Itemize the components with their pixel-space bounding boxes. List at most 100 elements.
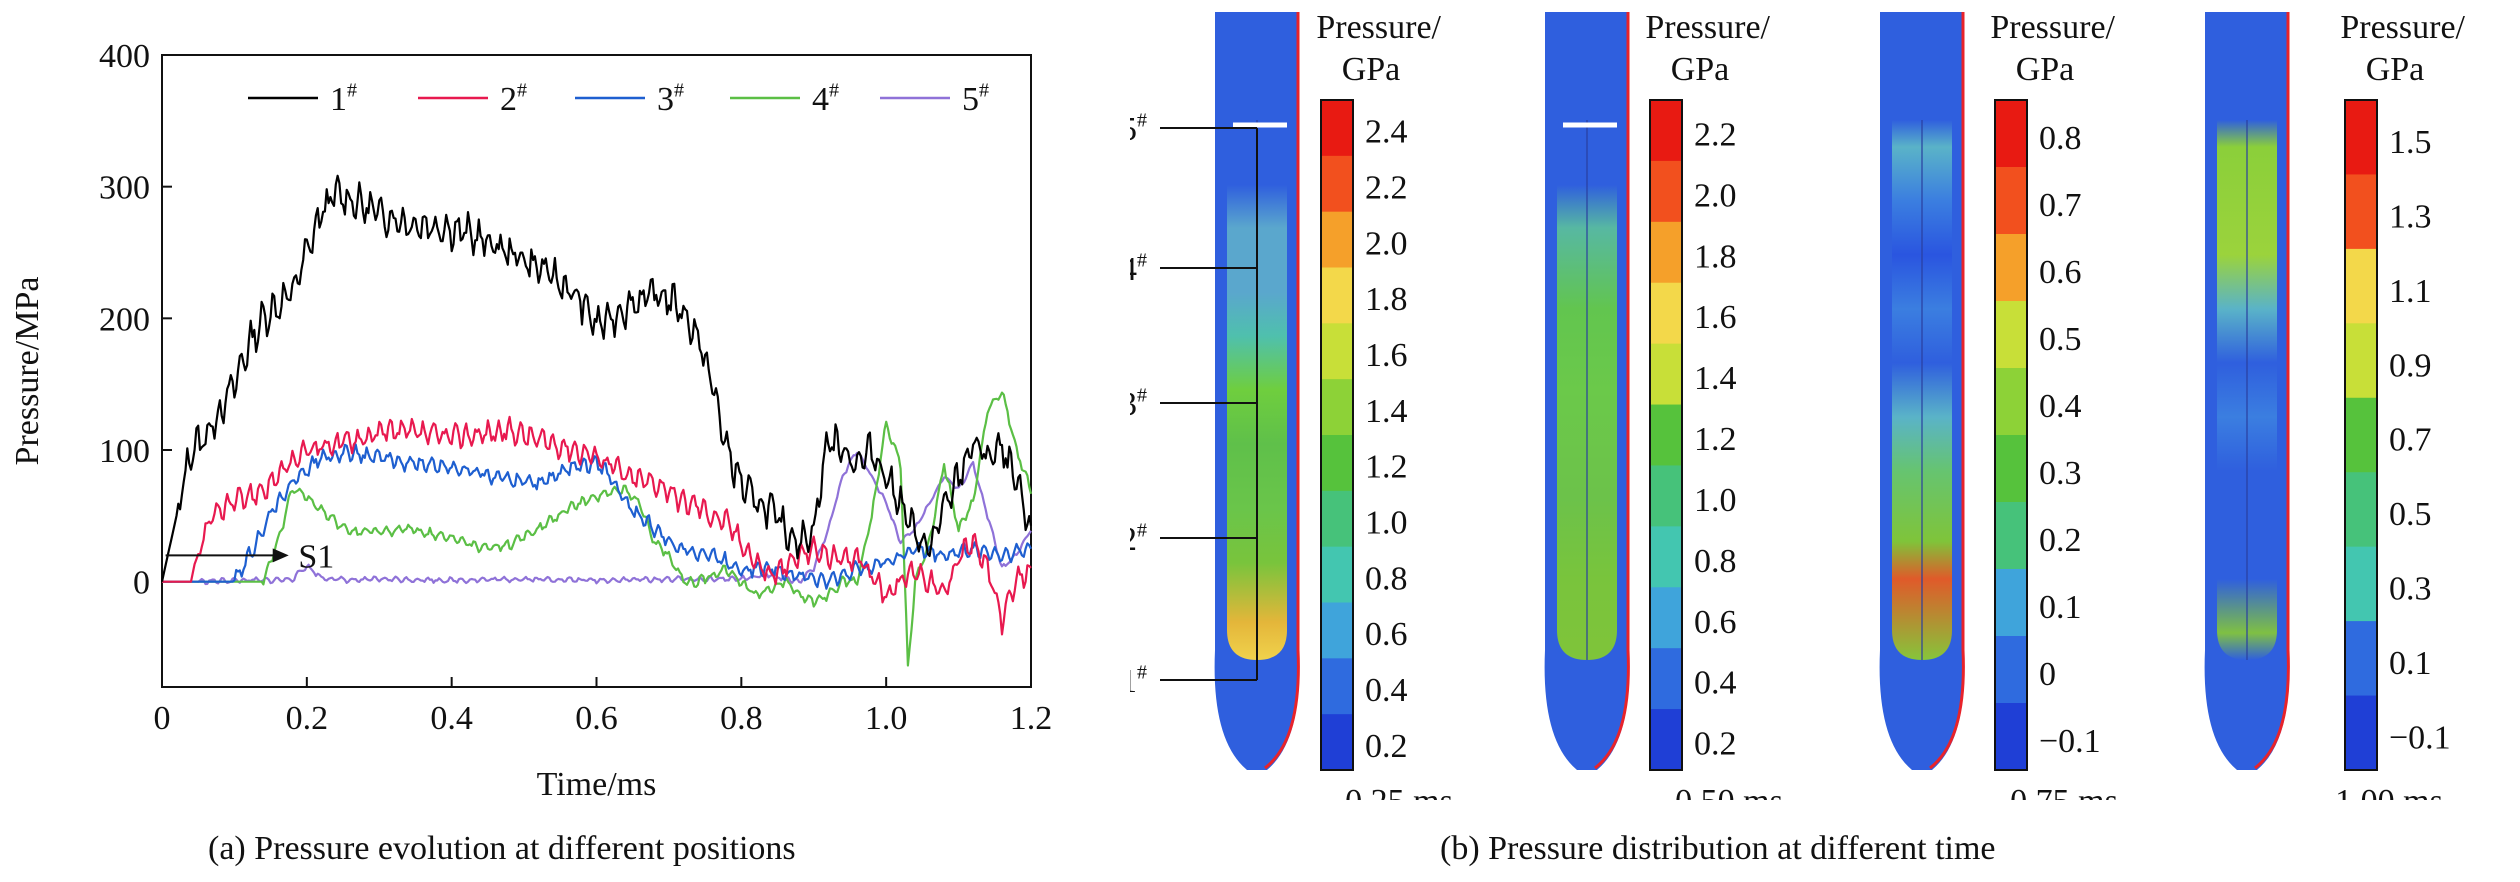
colorbar-segment [2345, 546, 2377, 622]
colorbar-segment [1650, 343, 1682, 406]
colorbar-segment [1650, 404, 1682, 466]
colorbar-segment [2345, 397, 2377, 473]
colorbar-tick-label: 0.4 [2039, 388, 2082, 425]
projectile-outline [1594, 12, 1630, 770]
series-line-5 [162, 451, 1032, 586]
colorbar-segment [2345, 695, 2377, 771]
colorbar-tick-label: 0.1 [2039, 589, 2082, 626]
colorbar-tick-label: 0.9 [2389, 347, 2432, 384]
colorbar-segment [1995, 636, 2027, 704]
series-line-3 [162, 443, 1032, 590]
y-axis-label: Pressure/MPa [9, 277, 46, 466]
colorbar-segment [1321, 211, 1353, 268]
colorbar-tick-label: 0.5 [2039, 321, 2082, 358]
series-line-2 [162, 415, 1032, 636]
pressure-distribution-panels: 2.4 2.2 2.0 1.8 1.6 1.4 1.2 1.0 0.8 0.6 0.4 0.2 Pres… [1130, 9, 2466, 800]
colorbar-segment [2345, 100, 2377, 175]
colorbar-unit-line2: GPa [2016, 51, 2075, 88]
colorbar-tick-label: 2.0 [1365, 225, 1408, 262]
colorbar-tick-label: 2.4 [1365, 114, 1408, 151]
colorbar-frame [1994, 99, 2028, 771]
series-line-1 [160, 174, 1033, 582]
annotation-label: S1 [298, 538, 334, 575]
colorbar-segment [1321, 267, 1353, 324]
colorbar-segment [1321, 714, 1353, 771]
colorbar-segment [1321, 323, 1353, 380]
x-tick-label: 0.8 [720, 700, 763, 737]
colorbar-tick-label: 0.7 [2039, 187, 2082, 224]
colorbar-tick-label: 0.4 [1365, 672, 1408, 709]
colorbar-tick-label: 0 [2039, 656, 2056, 693]
colorbar-tick-label: 0.1 [2389, 645, 2432, 682]
projectile-outline [1264, 12, 1300, 770]
colorbar-segment [1650, 709, 1682, 771]
annotation-arrowhead [272, 548, 289, 563]
colorbar-tick-label: 0.8 [1694, 543, 1737, 580]
colorbar-frame [2344, 99, 2378, 771]
position-label: 4# [1130, 249, 1147, 288]
caption-b: (b) Pressure distribution at different t… [1440, 830, 1996, 867]
colorbar-tick-label: 1.4 [1365, 393, 1408, 430]
colorbar-tick-label: −0.1 [2389, 720, 2451, 757]
legend-label-5: 5# [962, 79, 989, 118]
colorbar-tick-label: 2.2 [1694, 117, 1737, 154]
y-tick-label: 200 [99, 301, 150, 338]
position-label: 2# [1130, 519, 1147, 558]
colorbar-unit-line1: Pressure/ [1645, 9, 1770, 46]
colorbar-segment [1995, 435, 2027, 503]
colorbar-segment [1321, 435, 1353, 492]
colorbar-tick-label: 1.0 [1694, 482, 1737, 519]
colorbar-segment [1650, 160, 1682, 223]
colorbar-segment [1321, 490, 1353, 548]
colorbar-tick-label: 2.0 [1694, 177, 1737, 214]
colorbar-tick-label: 0.2 [2039, 522, 2082, 559]
y-tick-label: 400 [99, 38, 150, 75]
colorbar-segment [1321, 379, 1353, 436]
colorbar-segment [1650, 648, 1682, 710]
series-line-4 [162, 391, 1033, 667]
colorbar-tick-label: 0.3 [2039, 455, 2082, 492]
panel-time-label: 0.25 ms [1345, 783, 1453, 800]
projectile-outline [2254, 12, 2290, 770]
colorbar-tick-label: 1.2 [1365, 449, 1408, 486]
colorbar-segment [1995, 703, 2027, 771]
panel-time-label: 0.75 ms [2010, 783, 2118, 800]
colorbar-tick-label: 2.2 [1365, 170, 1408, 207]
colorbar-unit-line2: GPa [1342, 51, 1401, 88]
colorbar-segment [1995, 569, 2027, 637]
colorbar-tick-label: 0.2 [1694, 726, 1737, 763]
colorbar-segment [2345, 472, 2377, 548]
colorbar-tick-label: 1.4 [1694, 360, 1737, 397]
colorbar-segment [2345, 248, 2377, 324]
colorbar-tick-label: 1.6 [1365, 337, 1408, 374]
colorbar-tick-label: 0.5 [2389, 496, 2432, 533]
colorbar-segment [1650, 587, 1682, 649]
colorbar-tick-label: 1.5 [2389, 124, 2432, 161]
colorbar-segment [1650, 526, 1682, 588]
colorbar-tick-label: 1.8 [1694, 238, 1737, 275]
legend-label-4: 4# [812, 79, 839, 118]
colorbar-segment [1321, 602, 1353, 659]
plot-frame [161, 54, 1032, 688]
x-tick-label: 0.6 [575, 700, 618, 737]
colorbar-tick-label: 0.6 [1365, 616, 1408, 653]
colorbar-tick-label: 0.2 [1365, 728, 1408, 765]
colorbar-segment [1995, 502, 2027, 570]
y-tick-label: 0 [133, 565, 150, 602]
y-tick-label: 100 [99, 433, 150, 470]
colorbar-tick-label: 0.8 [2039, 120, 2082, 157]
colorbar-unit-line2: GPa [2366, 51, 2425, 88]
colorbar-segment [2345, 174, 2377, 250]
colorbar-tick-label: 1.6 [1694, 299, 1737, 336]
colorbar-segment [1995, 100, 2027, 168]
position-label: 1# [1130, 661, 1147, 700]
colorbar-segment [1650, 465, 1682, 527]
x-tick-label: 1.2 [1010, 700, 1053, 737]
colorbar-frame [1320, 99, 1354, 771]
colorbar-segment [1321, 100, 1353, 157]
colorbar-frame [1649, 99, 1683, 771]
colorbar-segment [1321, 155, 1353, 213]
projectile-outline [1929, 12, 1965, 770]
colorbar-segment [1321, 546, 1353, 603]
